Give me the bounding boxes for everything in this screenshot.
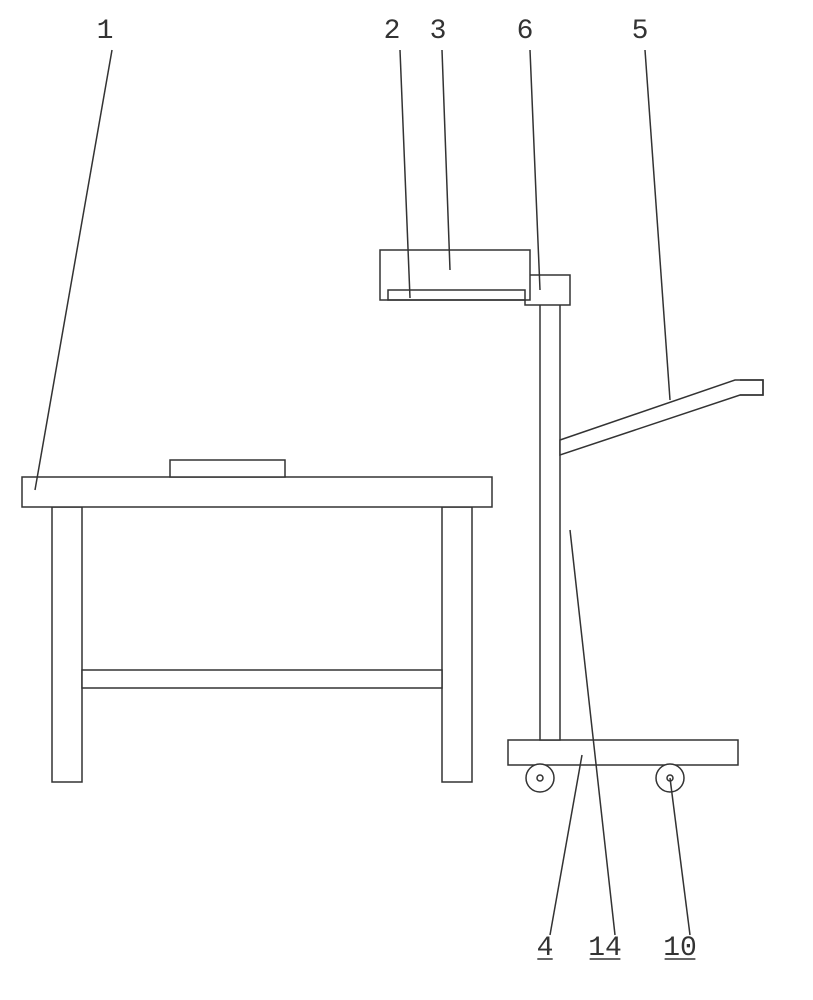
cart-wheel-0 — [526, 764, 554, 792]
cart-base — [508, 740, 738, 765]
leader-0 — [35, 50, 112, 490]
callout-label-3: 3 — [430, 16, 447, 47]
table-stretcher — [82, 670, 442, 688]
cart-handle — [560, 380, 763, 455]
callout-label-6: 6 — [517, 16, 534, 47]
leader-3 — [530, 50, 540, 290]
table-leg-left — [52, 507, 82, 782]
leader-5 — [550, 755, 582, 935]
table-workpiece — [170, 460, 285, 477]
table-top — [22, 477, 492, 507]
leader-7 — [670, 778, 690, 935]
callout-label-2: 2 — [384, 16, 401, 47]
leader-2 — [442, 50, 450, 270]
table-leg-right — [442, 507, 472, 782]
cart-head — [525, 275, 570, 305]
cart-tray — [380, 250, 530, 300]
callout-label-1: 1 — [97, 16, 114, 47]
callout-label-5: 5 — [632, 16, 649, 47]
cart-column — [540, 300, 560, 740]
leader-6 — [570, 530, 615, 935]
leader-4 — [645, 50, 670, 400]
